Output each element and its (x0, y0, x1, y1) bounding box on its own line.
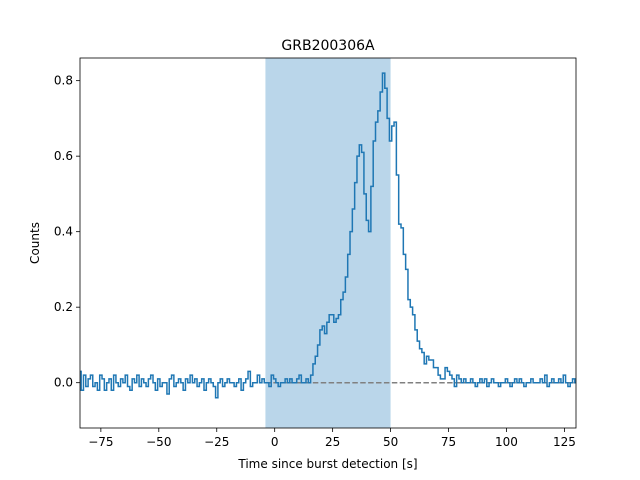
plot-area (80, 58, 576, 428)
highlight-region (265, 58, 391, 428)
y-tick-label: 0.4 (54, 225, 73, 239)
x-axis-label: Time since burst detection [s] (237, 457, 417, 471)
series-line (80, 72, 576, 399)
y-tick-label: 0.8 (54, 74, 73, 88)
x-axis: −75 −50 −25 0 25 50 75 100 125 (88, 428, 576, 449)
x-tick-label: 125 (553, 435, 576, 449)
x-tick-label: −50 (146, 435, 171, 449)
x-tick-label: 100 (495, 435, 518, 449)
y-tick-label: 0.6 (54, 149, 73, 163)
x-tick-label: 75 (441, 435, 456, 449)
x-tick-label: 0 (271, 435, 279, 449)
x-tick-label: 25 (325, 435, 340, 449)
y-axis: 0.0 0.2 0.4 0.6 0.8 (54, 74, 80, 390)
x-tick-label: −25 (204, 435, 229, 449)
y-tick-label: 0.0 (54, 376, 73, 390)
y-axis-label: Counts (28, 222, 42, 264)
y-tick-label: 0.2 (54, 300, 73, 314)
plot-frame (79, 57, 577, 429)
chart-title: GRB200306A (281, 38, 375, 54)
x-tick-label: −75 (88, 435, 113, 449)
x-tick-label: 50 (383, 435, 398, 449)
